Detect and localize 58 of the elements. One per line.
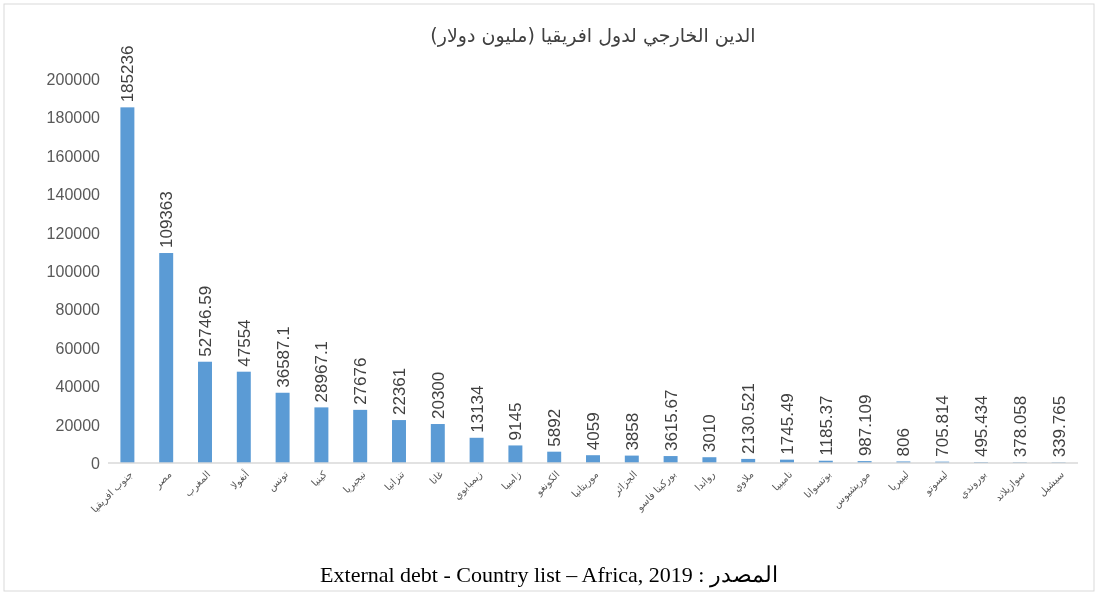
data-label: 36587.1 xyxy=(273,326,293,388)
data-label: 339.765 xyxy=(1049,395,1069,458)
data-label: 52746.59 xyxy=(196,285,215,357)
data-label: 705.814 xyxy=(933,395,953,457)
x-tick-label: زيمبابوي xyxy=(451,468,485,503)
x-tick-label: رواندا xyxy=(692,468,718,494)
x-tick-label: الجزائر xyxy=(610,468,640,498)
data-label: 3010 xyxy=(700,414,720,453)
data-label: 9145 xyxy=(506,402,526,441)
data-label: 495.434 xyxy=(972,395,991,458)
y-tick-label: 200000 xyxy=(46,71,101,88)
data-label: 109363 xyxy=(157,191,177,249)
data-label: 5892 xyxy=(545,408,565,447)
data-label: 20300 xyxy=(428,371,448,420)
y-tick-label: 120000 xyxy=(46,224,101,242)
data-label: 987.109 xyxy=(855,394,875,457)
x-tick-label: سوازيلاند xyxy=(992,468,1028,504)
data-label: 28967.1 xyxy=(312,340,332,403)
y-tick-label: 20000 xyxy=(55,416,101,434)
y-tick-label: 80000 xyxy=(55,301,101,319)
data-label: 13134 xyxy=(467,385,487,433)
x-tick-label: غانا xyxy=(427,468,446,487)
data-label: 22361 xyxy=(390,367,409,416)
x-tick-label: تنزانيا xyxy=(382,468,407,493)
data-label: 4059 xyxy=(584,412,603,451)
x-tick-label: نيجيريا xyxy=(341,468,368,496)
data-label: 3858 xyxy=(622,412,642,451)
y-tick-label: 180000 xyxy=(46,109,101,127)
x-tick-label: ناميبيا xyxy=(770,468,795,493)
x-tick-label: ليسوتو xyxy=(921,468,950,497)
x-tick-label: المغرب xyxy=(182,468,213,499)
x-tick-label: مصر xyxy=(151,468,174,491)
data-label: 3615.67 xyxy=(661,389,681,452)
data-label: 378.058 xyxy=(1010,395,1030,458)
y-tick-label: 160000 xyxy=(46,147,101,165)
x-tick-label: ليبيريا xyxy=(886,468,911,493)
y-tick-label: 60000 xyxy=(55,339,101,357)
x-tick-label: كينيا xyxy=(309,468,329,489)
x-tick-label: تونس xyxy=(265,468,291,494)
y-tick-label: 40000 xyxy=(55,378,101,396)
data-label: 1185.37 xyxy=(816,395,836,456)
data-label: 27676 xyxy=(351,357,371,405)
x-tick-label: ملاوي xyxy=(730,468,757,495)
chart-title: الدين الخارجي لدول افريقيا (مليون دولار) xyxy=(430,24,756,47)
x-tick-label: أنغولا xyxy=(227,467,252,492)
x-tick-label: زامبيا xyxy=(499,468,523,492)
x-tick-label: بوروندي xyxy=(956,468,990,501)
x-tick-label: الكونغو xyxy=(532,468,562,498)
data-label: 185236 xyxy=(118,45,138,103)
y-tick-label: 140000 xyxy=(46,186,101,204)
x-tick-label: موريتانيا xyxy=(569,468,601,500)
data-label: 806 xyxy=(894,428,914,457)
y-tick-label: 100000 xyxy=(46,263,101,280)
text: المصدر : External debt - Country list – Africa, 2019 xyxy=(320,562,778,588)
data-label: 2130.521 xyxy=(739,383,759,454)
x-tick-label: سيشيل xyxy=(1036,468,1067,499)
data-label: 1745.49 xyxy=(778,393,797,455)
data-label: 47554 xyxy=(234,319,254,367)
